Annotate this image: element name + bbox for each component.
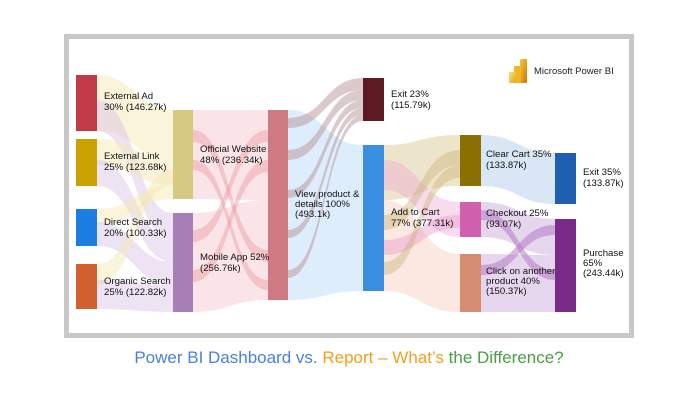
value-organic-search: 25% (122.82k)	[104, 287, 166, 298]
label-official-website: Official Website	[200, 144, 266, 155]
links-final	[481, 135, 555, 312]
label-external-ad: External Ad	[104, 91, 153, 102]
node-click-another[interactable]	[460, 254, 481, 312]
value-external-link: 25% (123.68k)	[104, 162, 166, 173]
label-organic-search: Organic Search	[104, 276, 171, 287]
value-exit-1: (115.79k)	[391, 100, 431, 111]
node-clear-cart[interactable]	[460, 135, 481, 186]
value-clear-cart: (133.87k)	[486, 160, 527, 171]
node-mobile-app[interactable]	[173, 213, 193, 312]
node-external-link[interactable]	[76, 139, 97, 186]
node-direct-search[interactable]	[76, 209, 97, 246]
nodes	[76, 75, 576, 312]
value-external-ad: 30% (146.27k)	[104, 102, 166, 113]
value-click-another: (150.37k)	[486, 286, 527, 297]
value-exit-2: (133.87k)	[583, 178, 624, 189]
value-add-to-cart: 77% (377.31k)	[391, 218, 453, 229]
caption-part-1: Power BI Dashboard vs.	[134, 348, 323, 367]
brand: Microsoft Power BI	[508, 58, 614, 84]
links-view	[288, 78, 363, 300]
svg-text:Mobile App 52%(256.76k): Mobile App 52% (256.76k)	[200, 252, 270, 274]
label-mobile-app: Mobile App 52%	[200, 252, 270, 263]
label-clear-cart: Clear Cart 35%	[486, 149, 552, 160]
value-official-website: 48% (236.34k)	[200, 155, 262, 166]
label-exit-1: Exit 23%	[391, 89, 429, 100]
label-purchase: Purchase	[583, 248, 624, 259]
page-caption: Power BI Dashboard vs. Report – What’s t…	[0, 348, 698, 368]
node-external-ad[interactable]	[76, 75, 97, 131]
links-channels	[193, 110, 268, 312]
svg-text:Exit 35%(133.87k): Exit 35% (133.87k)	[583, 167, 624, 189]
value-checkout: (93.07k)	[486, 219, 521, 230]
value-direct-search: 20% (100.33k)	[104, 228, 166, 239]
label-view-product: View product &	[295, 189, 360, 200]
node-exit-1[interactable]	[363, 78, 384, 121]
label-click-another: Click on another	[486, 266, 556, 277]
svg-text:Clear Cart 35%(133.87k): Clear Cart 35% (133.87k)	[486, 149, 552, 171]
caption-part-3: the Difference?	[443, 348, 564, 367]
label-exit-2: Exit 35%	[583, 167, 621, 178]
caption-part-2: Report – What’s	[322, 348, 444, 367]
labels: External Ad 30% (146.27k) External Link 25…	[104, 89, 624, 298]
label-external-link: External Link	[104, 151, 160, 162]
value-view-product: (493.1k)	[295, 209, 330, 220]
svg-text:View product &details 100%(493: View product & details 100% (493.1k)	[295, 189, 360, 220]
node-purchase[interactable]	[555, 219, 576, 312]
label-purchase-2: 65%	[583, 258, 603, 269]
label-view-product-2: details 100%	[295, 199, 350, 210]
node-organic-search[interactable]	[76, 264, 97, 309]
brand-name: Microsoft Power BI	[534, 65, 614, 77]
node-official-website[interactable]	[173, 110, 193, 199]
value-purchase: (243.44k)	[583, 268, 624, 279]
node-exit-2[interactable]	[555, 153, 576, 204]
value-mobile-app: (256.76k)	[200, 263, 241, 274]
node-view-product[interactable]	[268, 110, 288, 300]
label-checkout: Checkout 25%	[486, 208, 549, 219]
svg-text:Exit 23%(115.79k): Exit 23% (115.79k)	[391, 89, 431, 111]
label-click-another-2: product 40%	[486, 276, 540, 287]
svg-text:Checkout 25%(93.07k): Checkout 25% (93.07k)	[486, 208, 549, 230]
label-add-to-cart: Add to Cart	[391, 207, 440, 218]
node-add-to-cart[interactable]	[363, 145, 384, 291]
label-direct-search: Direct Search	[104, 217, 162, 228]
links-sources	[97, 75, 173, 312]
diagram-frame	[64, 34, 634, 338]
links-cart	[384, 135, 460, 312]
node-checkout[interactable]	[460, 202, 481, 237]
power-bi-logo-icon	[509, 59, 527, 83]
